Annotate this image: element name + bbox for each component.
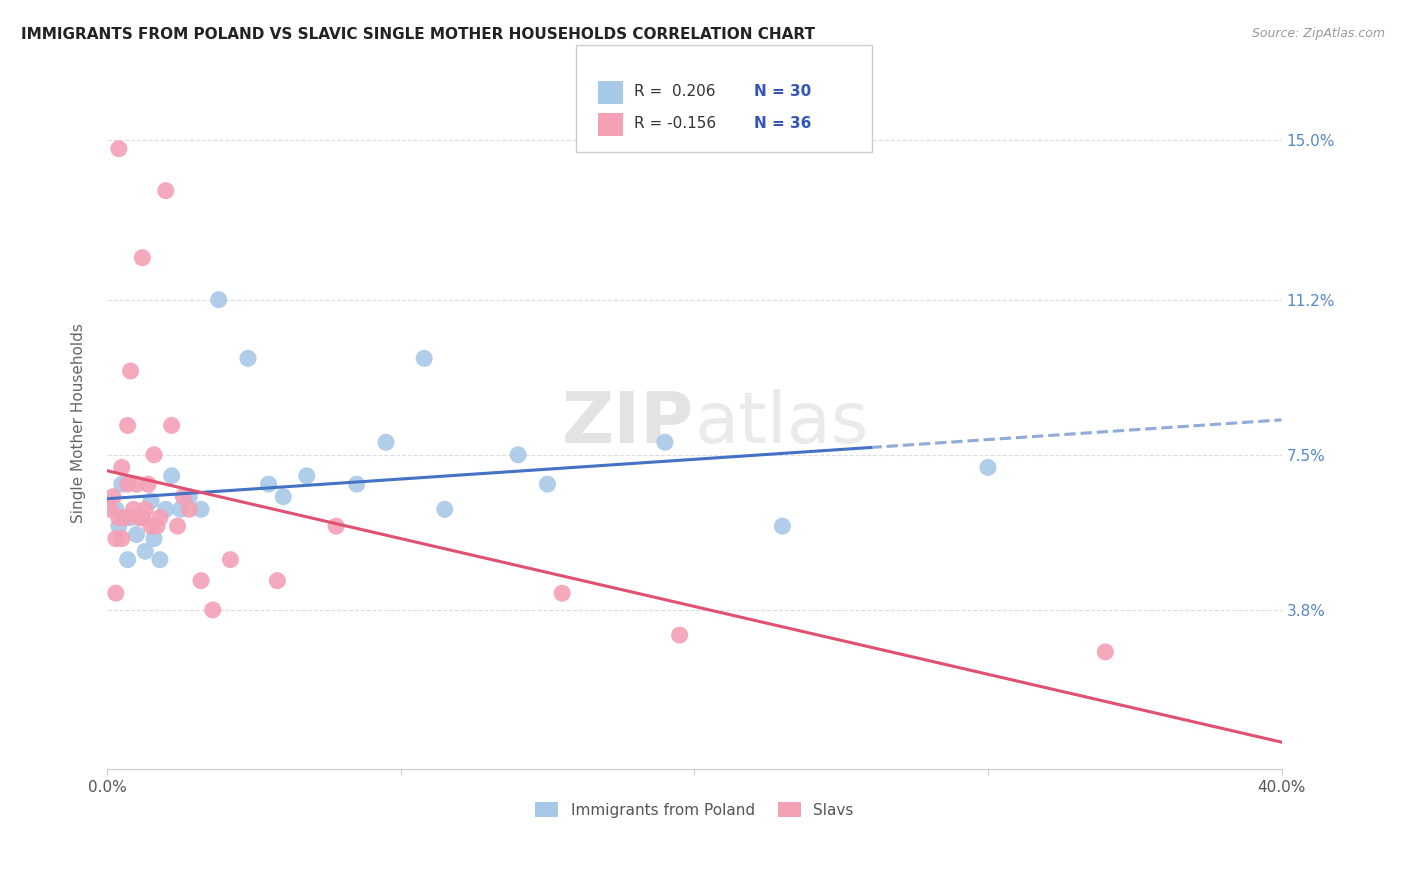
- Point: [104, 586, 127, 600]
- Point: [668, 628, 690, 642]
- Point: [155, 502, 177, 516]
- Point: [266, 574, 288, 588]
- Point: [104, 502, 127, 516]
- Point: [143, 448, 166, 462]
- Point: [139, 519, 162, 533]
- Point: [551, 586, 574, 600]
- Point: [257, 477, 280, 491]
- Text: R =  0.206: R = 0.206: [634, 85, 716, 99]
- Point: [271, 490, 294, 504]
- Point: [143, 532, 166, 546]
- Point: [179, 502, 201, 516]
- Text: N = 30: N = 30: [754, 85, 811, 99]
- Point: [104, 532, 127, 546]
- Point: [155, 184, 177, 198]
- Point: [169, 502, 191, 516]
- Point: [346, 477, 368, 491]
- Point: [136, 477, 159, 491]
- Point: [160, 468, 183, 483]
- Point: [139, 494, 162, 508]
- Point: [117, 477, 139, 491]
- Text: R = -0.156: R = -0.156: [634, 117, 716, 131]
- Point: [536, 477, 558, 491]
- Point: [179, 490, 201, 504]
- Point: [190, 574, 212, 588]
- Point: [219, 552, 242, 566]
- Point: [111, 532, 134, 546]
- Point: [149, 510, 172, 524]
- Text: ZIP: ZIP: [562, 389, 695, 458]
- Point: [1094, 645, 1116, 659]
- Y-axis label: Single Mother Households: Single Mother Households: [72, 324, 86, 524]
- Point: [111, 460, 134, 475]
- Point: [172, 490, 194, 504]
- Point: [101, 490, 124, 504]
- Point: [122, 502, 145, 516]
- Point: [160, 418, 183, 433]
- Point: [201, 603, 224, 617]
- Point: [114, 510, 136, 524]
- Point: [111, 477, 134, 491]
- Point: [190, 502, 212, 516]
- Point: [117, 552, 139, 566]
- Point: [166, 519, 188, 533]
- Text: Source: ZipAtlas.com: Source: ZipAtlas.com: [1251, 27, 1385, 40]
- Point: [125, 527, 148, 541]
- Text: IMMIGRANTS FROM POLAND VS SLAVIC SINGLE MOTHER HOUSEHOLDS CORRELATION CHART: IMMIGRANTS FROM POLAND VS SLAVIC SINGLE …: [21, 27, 815, 42]
- Point: [120, 510, 142, 524]
- Point: [131, 251, 153, 265]
- Point: [433, 502, 456, 516]
- Point: [236, 351, 259, 366]
- Point: [134, 544, 156, 558]
- Point: [508, 448, 530, 462]
- Point: [208, 293, 231, 307]
- Text: atlas: atlas: [695, 389, 869, 458]
- Point: [413, 351, 436, 366]
- Point: [108, 142, 131, 156]
- Point: [134, 502, 156, 516]
- Point: [325, 519, 347, 533]
- Point: [146, 519, 169, 533]
- Point: [120, 364, 142, 378]
- Point: [375, 435, 398, 450]
- Point: [770, 519, 793, 533]
- Point: [131, 510, 153, 524]
- Point: [108, 510, 131, 524]
- Text: N = 36: N = 36: [754, 117, 811, 131]
- Point: [125, 477, 148, 491]
- Legend: Immigrants from Poland, Slavs: Immigrants from Poland, Slavs: [529, 796, 859, 824]
- Point: [977, 460, 1000, 475]
- Point: [98, 502, 121, 516]
- Point: [149, 552, 172, 566]
- Point: [131, 510, 153, 524]
- Point: [295, 468, 318, 483]
- Point: [128, 510, 150, 524]
- Point: [117, 418, 139, 433]
- Point: [108, 519, 131, 533]
- Point: [654, 435, 676, 450]
